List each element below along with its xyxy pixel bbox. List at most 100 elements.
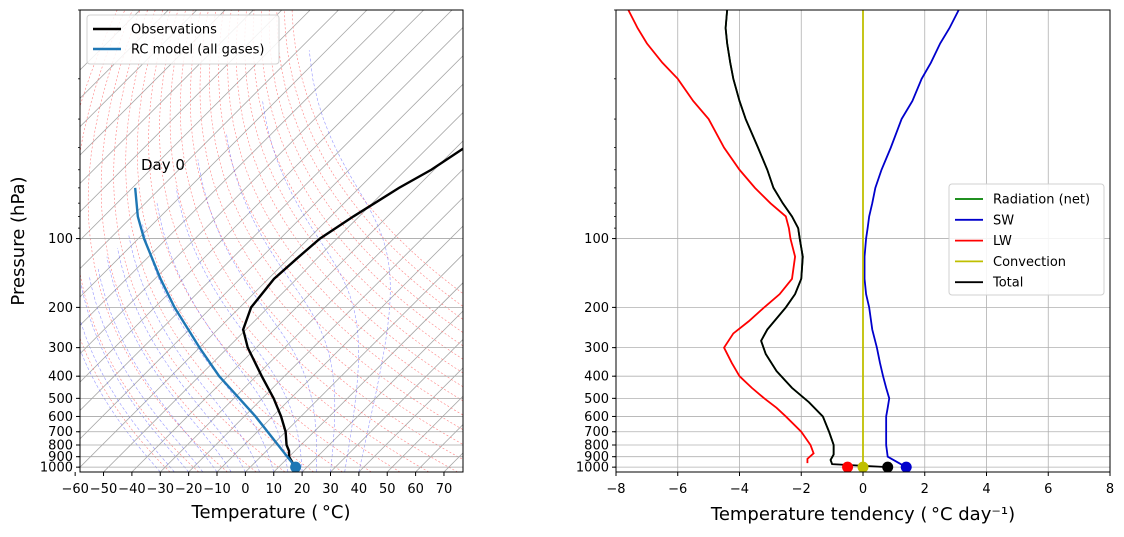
dry-adiabat-line xyxy=(137,10,343,472)
tendency-series xyxy=(627,10,960,472)
isotherm-line xyxy=(358,367,463,472)
legend-label: SW xyxy=(993,213,1014,228)
dry-adiabat-line xyxy=(260,10,463,347)
x-tick-label: 60 xyxy=(407,482,424,497)
moist-adiabat-line xyxy=(197,159,317,472)
x-tick-label: −20 xyxy=(175,482,202,497)
y-tick-label: 600 xyxy=(48,410,73,425)
skewt-panel: −60 −50 −40 −30 −20 −10 0 10 20 30 40 50 60 70 100 200 3… xyxy=(8,9,464,523)
moist-adiabat-line xyxy=(97,268,218,472)
dry-adiabat-line xyxy=(268,10,463,333)
x-tick-label: −60 xyxy=(61,482,88,497)
legend-label: Observations xyxy=(131,23,217,38)
skewt-ticks: −60 −50 −40 −30 −20 −10 0 10 20 30 40 50 60 70 100 200 3… xyxy=(40,9,453,497)
isotherm-line xyxy=(80,10,311,241)
y-tick-label: 300 xyxy=(584,341,609,356)
skewt-background-lines xyxy=(80,10,463,472)
x-tick-label: −2 xyxy=(792,482,811,497)
legend-box xyxy=(86,14,280,65)
moist-adiabat-line xyxy=(88,275,204,472)
legend-label: Total xyxy=(992,276,1023,291)
rc-model-line xyxy=(133,187,297,468)
isotherm-line xyxy=(103,111,463,472)
day-annotation: Day 0 xyxy=(141,156,185,174)
total-line xyxy=(724,10,888,469)
isotherm-line xyxy=(80,10,254,185)
moist-adiabat-line xyxy=(106,256,232,472)
dry-adiabat-line xyxy=(180,10,458,472)
y-tick-label: 500 xyxy=(584,392,609,407)
skewt-series xyxy=(133,147,463,472)
x-tick-label: 6 xyxy=(1044,482,1052,497)
dry-adiabat-line xyxy=(276,10,463,320)
skewt-axes-frame xyxy=(79,9,464,473)
x-tick-label: 4 xyxy=(982,482,990,497)
x-tick-label: −50 xyxy=(90,482,117,497)
radiation-net-line xyxy=(724,10,835,465)
skewt-legend: Observations RC model (all gases) xyxy=(86,14,280,65)
y-tick-label: 500 xyxy=(48,392,73,407)
observations-line xyxy=(241,147,463,468)
tendency-panel: −8 −6 −4 −2 0 2 4 6 8 100 200 300 400 500 600700800900… xyxy=(576,9,1114,525)
skewt-y-axis-title: Pressure (hPa) xyxy=(8,176,29,305)
x-tick-label: −30 xyxy=(147,482,174,497)
x-tick-label: 70 xyxy=(436,482,453,497)
dry-adiabat-line xyxy=(80,10,171,472)
dry-adiabat-line xyxy=(80,10,199,472)
isotherm-line xyxy=(80,10,169,99)
tendency-x-axis-title: Temperature tendency ( °C day⁻¹) xyxy=(710,504,1015,525)
sw-surface-point xyxy=(900,461,912,472)
y-tick-label: 100 xyxy=(584,232,609,247)
x-tick-label: 0 xyxy=(241,482,249,497)
sw-line xyxy=(863,10,960,468)
moist-adiabat-line xyxy=(308,50,391,472)
x-tick-label: 10 xyxy=(265,482,282,497)
tendency-ticks: −8 −6 −4 −2 0 2 4 6 8 100 200 300 400 500 600700800900… xyxy=(576,9,1114,497)
isotherm-line xyxy=(80,55,463,440)
y-tick-label: 600 xyxy=(584,410,609,425)
isotherm-line xyxy=(131,140,463,472)
convection-surface-point xyxy=(857,461,869,472)
rc-model-surface-point xyxy=(290,461,302,472)
isotherm-line xyxy=(159,168,463,472)
x-tick-label: −4 xyxy=(730,482,749,497)
isotherm-line xyxy=(80,10,283,213)
isotherm-line xyxy=(245,253,463,472)
y-tick-label: 200 xyxy=(584,301,609,316)
dry-adiabat-line xyxy=(244,10,463,374)
y-tick-label: 1000 xyxy=(40,461,73,476)
y-tick-label: 800 xyxy=(584,439,609,454)
lw-surface-point xyxy=(842,461,854,472)
moist-adiabat-line xyxy=(117,247,246,472)
moist-adiabat-line xyxy=(175,187,303,472)
y-tick-label: 700 xyxy=(48,425,73,440)
isotherm-line xyxy=(80,26,463,411)
legend-box xyxy=(948,183,1105,296)
dry-adiabat-line xyxy=(148,10,372,472)
dry-adiabat-line xyxy=(100,10,257,472)
isotherm-line xyxy=(80,10,453,383)
y-tick-label: 100 xyxy=(48,232,73,247)
y-tick-label: 1000 xyxy=(576,461,609,476)
y-tick-label: 800 xyxy=(48,439,73,454)
x-tick-label: −8 xyxy=(606,482,625,497)
isotherm-line xyxy=(330,338,463,472)
x-tick-label: −6 xyxy=(668,482,687,497)
moist-adiabat-line xyxy=(262,100,359,472)
dry-adiabat-line xyxy=(291,10,463,294)
y-tick-label: 200 xyxy=(48,301,73,316)
isotherm-line xyxy=(188,197,463,472)
dry-adiabat-line xyxy=(284,10,463,307)
moist-adiabat-line xyxy=(80,285,189,472)
dry-adiabat-line xyxy=(235,10,463,388)
total-surface-point xyxy=(882,461,894,472)
x-tick-label: 50 xyxy=(379,482,396,497)
y-tick-label: 900 xyxy=(48,450,73,465)
dry-adiabat-line xyxy=(227,10,463,402)
x-tick-label: 0 xyxy=(859,482,867,497)
y-tick-label: 400 xyxy=(48,370,73,385)
legend-label: Radiation (net) xyxy=(993,193,1090,208)
moist-adiabat-line xyxy=(141,222,275,472)
dry-adiabat-line xyxy=(209,10,463,430)
legend-label: LW xyxy=(993,234,1012,249)
